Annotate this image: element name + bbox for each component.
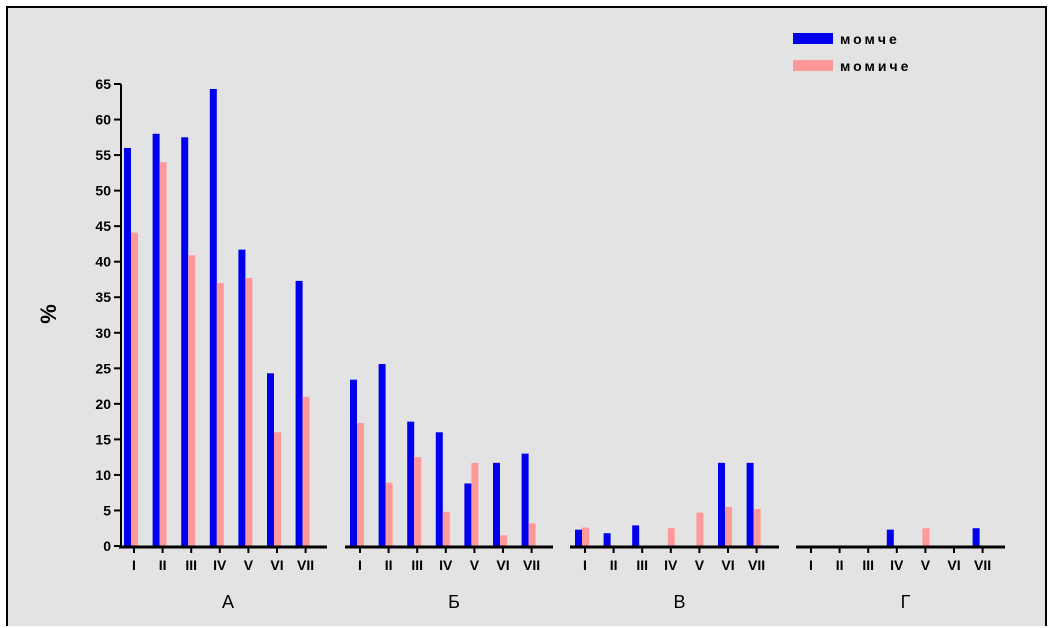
y-tick-label: 0 <box>103 538 111 554</box>
x-tick-label: V <box>695 557 705 573</box>
x-tick-label: III <box>636 557 648 573</box>
x-tick-label: III <box>862 557 874 573</box>
group-label: В <box>673 592 685 612</box>
bar-girls <box>302 396 310 546</box>
bar-girls <box>442 511 450 546</box>
x-tick-label: I <box>583 557 587 573</box>
bar-girls <box>582 527 589 546</box>
bar-girls <box>500 535 507 546</box>
y-tick-label: 20 <box>95 396 111 412</box>
bar-boys <box>295 280 303 546</box>
y-tick-label: 15 <box>95 431 111 447</box>
bar-boys <box>493 462 500 546</box>
x-tick-label: III <box>185 557 197 573</box>
bar-girls <box>131 232 138 546</box>
x-tick-label: VI <box>721 557 734 573</box>
bar-boys <box>603 533 611 546</box>
x-tick-label: III <box>411 557 423 573</box>
y-tick-label: 55 <box>95 147 111 163</box>
bar-girls <box>414 457 422 546</box>
y-tick-label: 30 <box>95 325 111 341</box>
legend-swatch-boys <box>793 33 833 44</box>
bar-girls <box>667 528 675 546</box>
x-tick-label: VI <box>270 557 283 573</box>
legend-swatch-girls <box>793 60 833 71</box>
group-label: Г <box>901 592 911 612</box>
group-label: Б <box>448 592 460 612</box>
bar-boys <box>718 462 725 546</box>
bar-boys <box>124 147 131 546</box>
x-tick-label: IV <box>439 557 453 573</box>
bar-boys <box>632 525 640 546</box>
bar-girls <box>357 423 364 546</box>
x-tick-label: VI <box>947 557 960 573</box>
x-tick-label: VII <box>748 557 765 573</box>
bar-girls <box>274 432 281 546</box>
y-tick-label: 35 <box>95 289 111 305</box>
x-tick-label: I <box>358 557 362 573</box>
bar-boys <box>181 137 189 547</box>
bar-boys <box>746 462 754 546</box>
bar-boys <box>464 483 472 546</box>
x-tick-label: V <box>470 557 480 573</box>
bar-girls <box>528 523 536 546</box>
x-tick-label: IV <box>664 557 678 573</box>
y-tick-label: 10 <box>95 467 111 483</box>
x-tick-label: I <box>132 557 136 573</box>
bar-boys <box>972 528 980 546</box>
bar-boys <box>152 133 160 546</box>
x-tick-label: VII <box>297 557 314 573</box>
bar-girls <box>471 462 479 546</box>
bar-girls <box>216 283 224 546</box>
y-axis: 0 5 10 15 20 25 30 35 40 45 50 55 60 65 <box>95 76 122 554</box>
bar-boys <box>886 529 894 546</box>
bar-girls <box>753 509 761 546</box>
y-tick-label: 40 <box>95 254 111 270</box>
x-tick-label: II <box>159 557 167 573</box>
bar-girls <box>385 482 393 546</box>
x-tick-label: I <box>809 557 813 573</box>
x-tick-label: V <box>244 557 254 573</box>
y-tick-label: 45 <box>95 218 111 234</box>
y-tick-label: 5 <box>103 502 111 518</box>
bar-boys <box>435 432 443 546</box>
y-tick-label: 50 <box>95 183 111 199</box>
bar-boys <box>521 453 529 546</box>
bar-girls <box>188 255 196 546</box>
bar-girls <box>245 278 253 546</box>
bar-boys <box>407 421 415 546</box>
bars <box>124 88 980 547</box>
x-tick-label: VI <box>496 557 509 573</box>
bar-boys <box>575 529 582 546</box>
x-tick-label: II <box>836 557 844 573</box>
x-tick-label: VII <box>523 557 540 573</box>
x-tick-label: V <box>921 557 931 573</box>
x-tick-label: II <box>610 557 618 573</box>
x-tick-label: IV <box>213 557 227 573</box>
legend: момче момиче <box>793 31 911 74</box>
y-axis-label: % <box>36 304 61 324</box>
bar-girls <box>922 528 930 546</box>
bar-girls <box>696 512 704 546</box>
bar-boys <box>267 373 274 546</box>
x-tick-label: II <box>385 557 393 573</box>
y-tick-label: 60 <box>95 112 111 128</box>
legend-label-girls: момиче <box>840 58 911 74</box>
x-tick-label: IV <box>890 557 904 573</box>
x-tick-label: VII <box>974 557 991 573</box>
bar-boys <box>209 88 217 546</box>
bar-girls <box>159 162 167 546</box>
bar-boys <box>350 379 357 546</box>
legend-label-boys: момче <box>840 31 900 47</box>
group-label: А <box>222 592 234 612</box>
bar-boys <box>238 249 246 546</box>
y-tick-label: 65 <box>95 76 111 92</box>
y-tick-label: 25 <box>95 360 111 376</box>
bar-girls <box>725 506 732 546</box>
bar-boys <box>378 364 386 546</box>
